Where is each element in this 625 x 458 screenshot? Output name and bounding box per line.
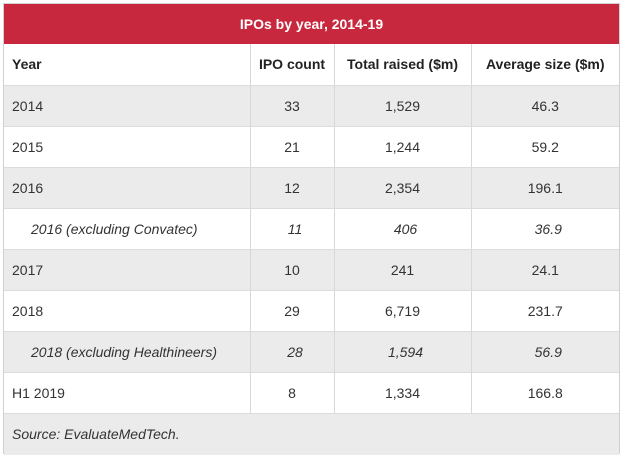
total-raised-cell: 2,354: [334, 167, 472, 209]
header-row: Year IPO count Total raised ($m) Average…: [4, 44, 619, 86]
ipo-count-cell: 8: [250, 372, 335, 414]
total-raised-cell: 406: [334, 208, 472, 250]
average-size-cell: 166.8: [471, 372, 619, 414]
average-size-cell: 56.9: [471, 331, 619, 373]
table-row: H1 2019 8 1,334 166.8: [4, 372, 619, 414]
year-cell: 2016: [4, 167, 251, 209]
year-cell: 2014: [4, 85, 251, 127]
average-size-cell: 196.1: [471, 167, 619, 209]
table-row: 2017 10 241 24.1: [4, 249, 619, 291]
ipo-count-cell: 12: [250, 167, 335, 209]
total-raised-cell: 6,719: [334, 290, 472, 332]
total-raised-cell: 1,529: [334, 85, 472, 127]
average-size-cell: 36.9: [471, 208, 619, 250]
table-row: 2016 (excluding Convatec) 11 406 36.9: [4, 208, 619, 250]
ipo-count-cell: 21: [250, 126, 335, 168]
average-size-cell: 24.1: [471, 249, 619, 291]
table-row: 2014 33 1,529 46.3: [4, 85, 619, 127]
source-note: Source: EvaluateMedTech.: [4, 413, 619, 455]
ipo-count-cell: 10: [250, 249, 335, 291]
average-size-cell: 231.7: [471, 290, 619, 332]
year-cell: 2015: [4, 126, 251, 168]
average-size-cell: 46.3: [471, 85, 619, 127]
ipo-count-cell: 33: [250, 85, 335, 127]
year-cell: 2018: [4, 290, 251, 332]
year-cell: 2018 (excluding Healthineers): [4, 331, 251, 373]
total-raised-cell: 1,594: [334, 331, 472, 373]
ipo-table: Year IPO count Total raised ($m) Average…: [4, 44, 619, 414]
table-row: 2015 21 1,244 59.2: [4, 126, 619, 168]
total-raised-cell: 1,334: [334, 372, 472, 414]
year-cell: 2016 (excluding Convatec): [4, 208, 251, 250]
table-row: 2018 29 6,719 231.7: [4, 290, 619, 332]
year-cell: H1 2019: [4, 372, 251, 414]
table-title: IPOs by year, 2014-19: [4, 4, 619, 44]
table-row: 2016 12 2,354 196.1: [4, 167, 619, 209]
table-row: 2018 (excluding Healthineers) 28 1,594 56.9: [4, 331, 619, 373]
col-header-ipo-count: IPO count: [250, 44, 335, 86]
col-header-average-size: Average size ($m): [471, 44, 619, 86]
col-header-year: Year: [4, 44, 251, 86]
ipo-count-cell: 28: [250, 331, 335, 373]
average-size-cell: 59.2: [471, 126, 619, 168]
total-raised-cell: 241: [334, 249, 472, 291]
total-raised-cell: 1,244: [334, 126, 472, 168]
col-header-total-raised: Total raised ($m): [334, 44, 472, 86]
ipo-count-cell: 29: [250, 290, 335, 332]
year-cell: 2017: [4, 249, 251, 291]
ipo-table-card: IPOs by year, 2014-19 Year IPO count Tot…: [3, 3, 620, 455]
ipo-count-cell: 11: [250, 208, 335, 250]
